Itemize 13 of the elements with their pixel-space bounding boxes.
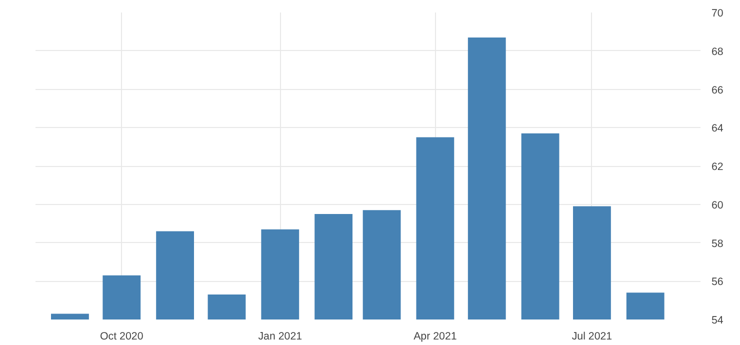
y-tick-label: 66 xyxy=(712,84,724,96)
x-tick-label: Jul 2021 xyxy=(572,330,612,342)
y-tick-label: 64 xyxy=(712,122,724,135)
x-tick-label: Jan 2021 xyxy=(258,330,302,342)
y-tick-label: 54 xyxy=(712,314,724,326)
x-tick-label: Apr 2021 xyxy=(414,330,457,342)
y-tick-label: 60 xyxy=(712,199,724,212)
y-tick-label: 70 xyxy=(712,8,724,20)
y-tick-label: 58 xyxy=(712,238,724,250)
y-tick-label: 56 xyxy=(712,276,724,288)
y-tick-label: 68 xyxy=(712,46,724,58)
x-tick-label: Oct 2020 xyxy=(100,330,144,342)
y-tick-label: 62 xyxy=(712,161,724,173)
